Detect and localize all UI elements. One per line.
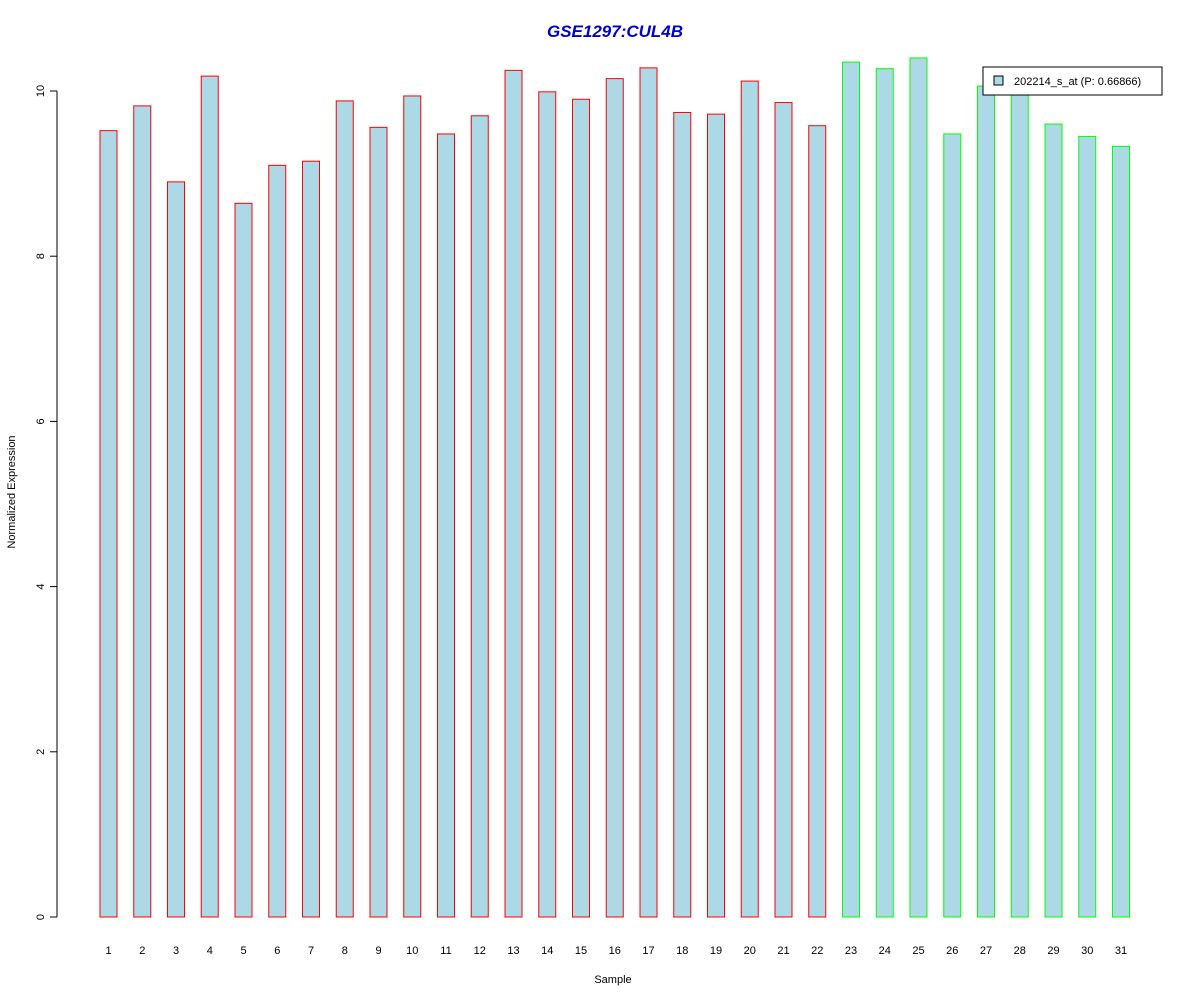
x-tick-label-26: 26 (946, 945, 958, 957)
x-tick-label-20: 20 (744, 945, 756, 957)
x-tick-label-14: 14 (541, 945, 553, 957)
bar-sample-3 (167, 181, 185, 918)
x-tick-label-27: 27 (980, 945, 992, 957)
bar-sample-24 (875, 68, 894, 918)
y-tick-label-4: 4 (35, 584, 47, 590)
bar-sample-23 (842, 61, 860, 918)
x-tick-label-19: 19 (710, 945, 722, 957)
x-axis-label: Sample (594, 974, 631, 986)
x-tick-label-28: 28 (1014, 945, 1026, 957)
x-tick-label-23: 23 (845, 945, 857, 957)
y-tick-label-6: 6 (35, 418, 47, 424)
x-tick-label-13: 13 (507, 945, 519, 957)
x-tick-label-31: 31 (1115, 945, 1127, 957)
x-tick-label-9: 9 (375, 945, 381, 957)
bar-sample-4 (200, 75, 219, 918)
x-tick-label-17: 17 (642, 945, 654, 957)
x-tick-label-30: 30 (1081, 945, 1093, 957)
x-tick-label-2: 2 (139, 945, 145, 957)
bar-sample-10 (403, 95, 422, 918)
bar-sample-15 (572, 98, 590, 918)
y-tick-label-8: 8 (35, 253, 47, 259)
x-tick-label-24: 24 (879, 945, 891, 957)
bar-sample-11 (437, 133, 455, 918)
y-axis: 0 2 4 6 8 10 (35, 85, 58, 920)
x-tick-label-5: 5 (240, 945, 246, 957)
chart-title: GSE1297:CUL4B (547, 22, 683, 41)
bar-sample-18 (673, 111, 692, 918)
x-tick-label-8: 8 (342, 945, 348, 957)
x-tick-label-21: 21 (777, 945, 789, 957)
bar-sample-17 (639, 67, 658, 918)
bar-sample-25 (909, 57, 928, 918)
y-tick-label-0: 0 (35, 914, 47, 920)
legend: 202214_s_at (P: 0.66866) (982, 66, 1163, 96)
x-tick-label-18: 18 (676, 945, 688, 957)
x-tick-label-15: 15 (575, 945, 587, 957)
legend-swatch (993, 75, 1004, 86)
legend-label: 202214_s_at (P: 0.66866) (1014, 76, 1141, 88)
bar-sample-5 (234, 202, 253, 918)
bar-sample-13 (504, 69, 523, 918)
bar-sample-9 (369, 126, 388, 918)
x-tick-label-7: 7 (308, 945, 314, 957)
bar-sample-20 (740, 80, 759, 918)
x-tick-label-16: 16 (609, 945, 621, 957)
bar-sample-21 (774, 102, 793, 918)
bar-sample-30 (1078, 135, 1097, 918)
y-axis-label: Normalized Expression (6, 435, 18, 548)
y-tick-label-10: 10 (35, 85, 47, 97)
bar-sample-14 (538, 91, 557, 918)
bar-sample-22 (808, 125, 827, 918)
bar-sample-12 (470, 115, 489, 918)
bar-sample-19 (707, 113, 725, 918)
x-tick-label-25: 25 (912, 945, 924, 957)
bar-sample-29 (1044, 123, 1063, 918)
bars-group (99, 57, 1130, 918)
bar-sample-31 (1112, 145, 1130, 918)
x-tick-label-29: 29 (1047, 945, 1059, 957)
x-tick-label-3: 3 (173, 945, 179, 957)
x-tick-label-11: 11 (440, 945, 451, 957)
x-tick-labels: 1 2 3 4 5 6 7 8 9 10 11 12 13 14 15 16 17 18 19 20 21 22 23 24 2… (105, 945, 1127, 957)
x-tick-label-1: 1 (105, 945, 111, 957)
bar-sample-2 (133, 105, 152, 918)
x-tick-label-6: 6 (274, 945, 280, 957)
bar-sample-27 (977, 85, 995, 918)
bar-sample-16 (605, 78, 624, 918)
x-tick-label-12: 12 (474, 945, 486, 957)
x-tick-label-4: 4 (207, 945, 213, 957)
x-tick-label-10: 10 (406, 945, 418, 957)
bar-sample-7 (302, 160, 320, 918)
y-tick-label-2: 2 (35, 749, 47, 755)
legend-box (982, 66, 1163, 96)
bar-sample-28 (1010, 88, 1029, 918)
bar-sample-8 (335, 100, 354, 918)
bar-sample-6 (268, 164, 287, 918)
bar-sample-1 (99, 130, 118, 918)
bar-sample-26 (943, 133, 962, 918)
x-tick-label-22: 22 (811, 945, 823, 957)
